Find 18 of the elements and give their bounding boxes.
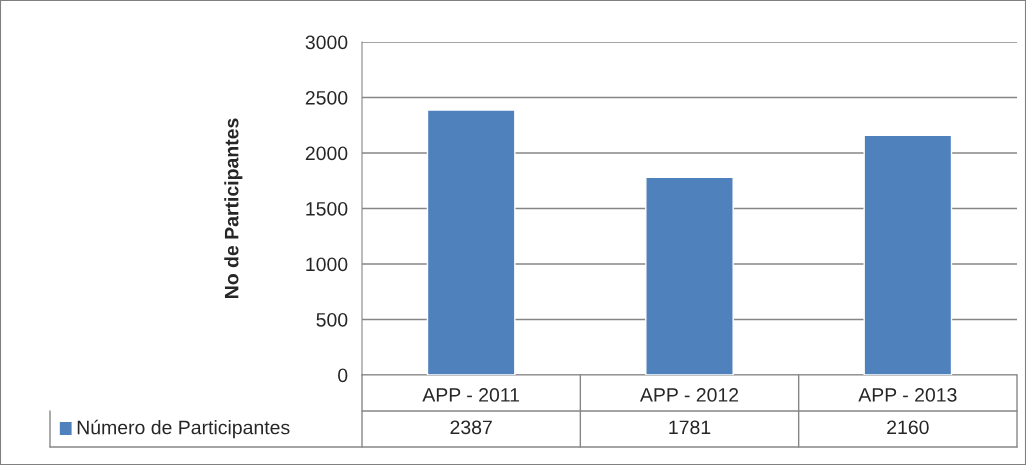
y-tick-label: 3000 [305,35,348,50]
bar [426,109,516,375]
y-tick-label: 1000 [306,257,348,272]
y-tick-label: 0 [338,368,348,383]
y-tick-label: 500 [316,312,348,327]
y-tick-label: 2000 [305,146,348,161]
legend-label: Número de Participantes [77,419,290,439]
x-tick-label: APP - 2011 [422,388,520,402]
x-tick-label: APP - 2012 [639,388,739,402]
y-tick-label: 1500 [306,201,348,216]
data-label: 1781 [669,420,711,435]
y-tick-label: 2500 [305,90,348,105]
bar [863,134,953,375]
data-label: 2160 [887,420,929,435]
bar [645,176,734,375]
x-tick-label: APP - 2013 [858,388,957,402]
y-axis-title: No de Participantes [224,118,243,298]
data-label: 2387 [450,420,492,435]
